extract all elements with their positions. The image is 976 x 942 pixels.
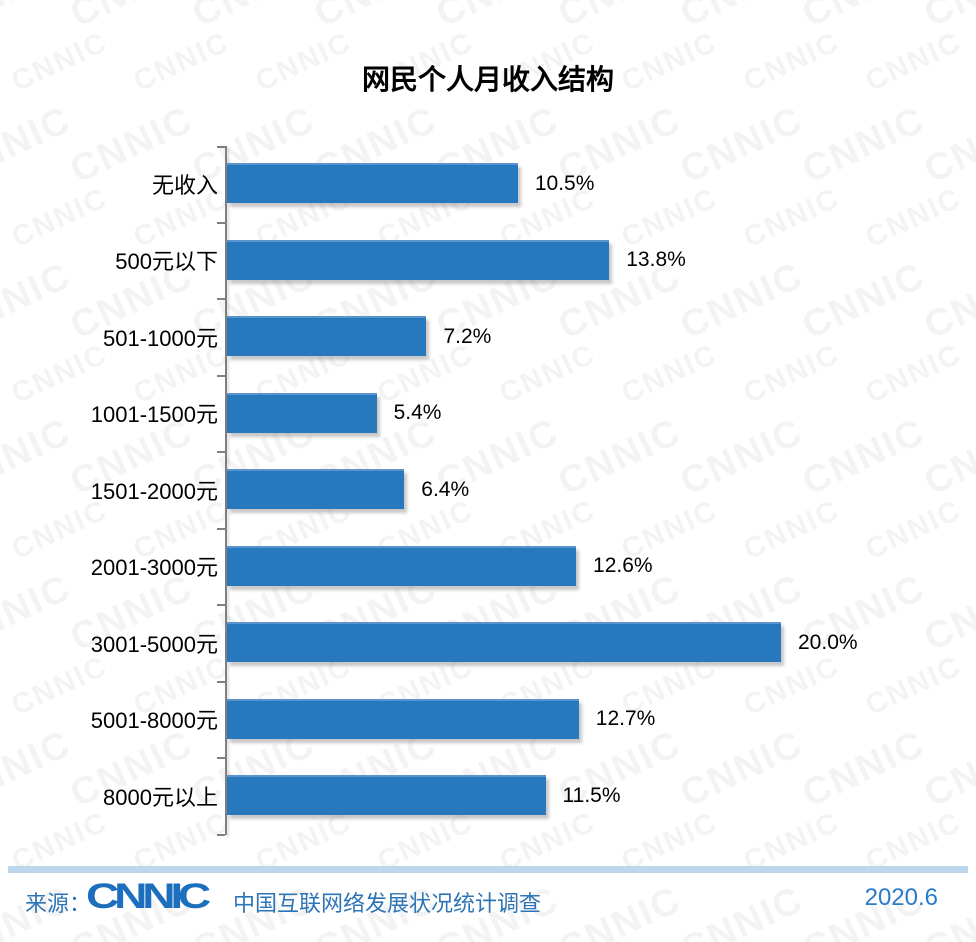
y-axis-line (225, 146, 227, 835)
value-label: 10.5% (534, 171, 595, 195)
chart-row: 1501-2000元 6.4% (0, 452, 976, 529)
chart-row: 1001-1500元 5.4% (0, 376, 976, 453)
bar (227, 775, 546, 816)
axis-tick (217, 757, 225, 760)
axis-tick (217, 834, 225, 837)
watermark-text: CNNIC (308, 0, 444, 37)
bar (227, 469, 405, 510)
chart-row: 500元以下 13.8% (0, 223, 976, 300)
chart-title: 网民个人月收入结构 (361, 64, 614, 95)
watermark-text: CNNIC (796, 0, 932, 37)
category-label: 1001-1500元 (90, 402, 218, 428)
chart-row: 8000元以上 11.5% (0, 758, 976, 835)
footer: 来源： CNNIC 中国互联网络发展状况统计调查 2020.6 (0, 866, 976, 942)
category-label: 5001-8000元 (90, 708, 218, 734)
watermark-text: CNNIC (918, 0, 976, 37)
axis-tick (217, 680, 225, 683)
bar (227, 622, 781, 663)
value-label: 12.6% (593, 554, 653, 578)
watermark-text: CNNIC (0, 0, 78, 37)
bar (227, 316, 427, 357)
chart-row: 2001-3000元 12.6% (0, 529, 976, 606)
source-text: 中国互联网络发展状况统计调查 (233, 891, 542, 916)
value-label: 7.2% (443, 324, 492, 348)
category-label: 500元以下 (115, 249, 218, 275)
category-label: 2001-3000元 (90, 555, 218, 581)
axis-tick (217, 298, 225, 301)
watermark-text: CNNIC (64, 0, 200, 37)
category-label: 3001-5000元 (90, 631, 218, 657)
category-label: 8000元以上 (103, 784, 218, 810)
chart-row: 无收入 10.5% (0, 146, 976, 223)
bar (227, 392, 377, 433)
chart-row: 3001-5000元 20.0% (0, 605, 976, 682)
bar (227, 239, 610, 280)
category-label: 1501-2000元 (90, 478, 218, 504)
axis-tick (217, 221, 225, 224)
cnnic-logo: CNNIC (86, 877, 211, 917)
category-label: 501-1000元 (103, 325, 218, 351)
axis-tick (217, 451, 225, 454)
watermark-text: CNNIC (674, 0, 810, 37)
category-label: 无收入 (151, 172, 218, 198)
value-label: 12.7% (595, 707, 656, 731)
watermark-text: CNNIC (552, 0, 688, 37)
axis-tick (217, 374, 225, 377)
axis-tick (217, 604, 225, 607)
report-date: 2020.6 (864, 884, 938, 911)
value-label: 13.8% (626, 248, 686, 272)
chart-row: 5001-8000元 12.7% (0, 682, 976, 759)
value-label: 6.4% (421, 477, 470, 501)
bar (227, 545, 577, 586)
value-label: 20.0% (798, 630, 858, 654)
source-prefix-label: 来源： (25, 891, 92, 916)
income-bar-chart: 无收入 10.5% 500元以下 13.8% 501-1000元 7.2% 1001-150… (0, 146, 976, 837)
footer-divider (8, 866, 968, 873)
bar (227, 698, 579, 739)
value-label: 5.4% (393, 401, 442, 425)
axis-tick (217, 527, 225, 530)
chart-row: 501-1000元 7.2% (0, 299, 976, 376)
bar (227, 163, 518, 203)
watermark-text: CNNIC (430, 0, 566, 37)
value-label: 11.5% (562, 783, 621, 807)
watermark-text: CNNIC (186, 0, 322, 37)
axis-tick (217, 146, 225, 148)
